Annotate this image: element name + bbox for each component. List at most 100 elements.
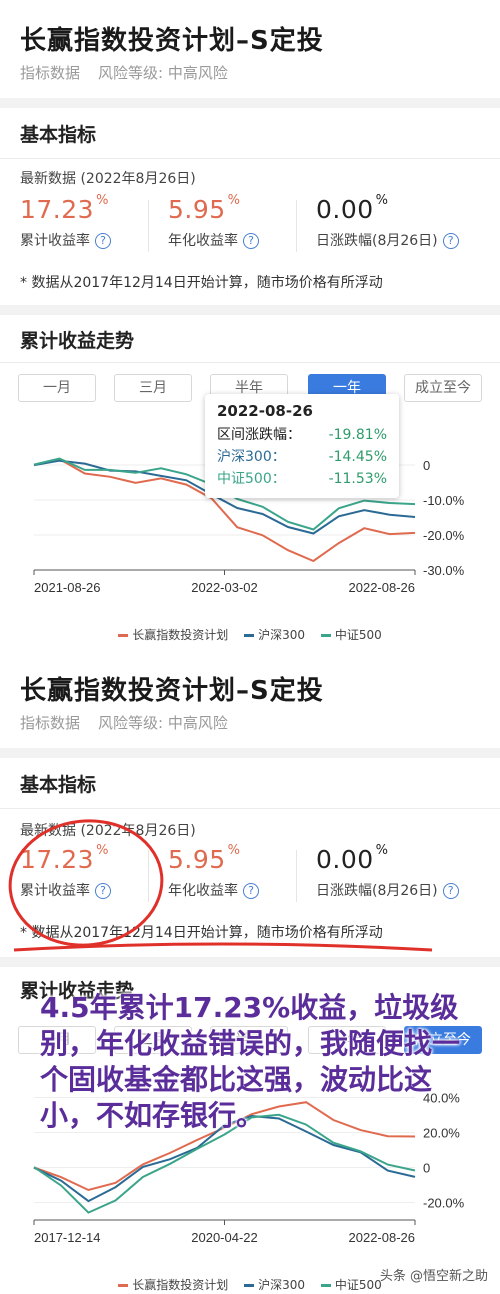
metric-annual: 5.95% 年化收益率?	[168, 193, 259, 250]
chart-legend: 长赢指数投资计划 沪深300 中证500	[0, 626, 500, 643]
x-tick-label: 2022-08-26	[349, 580, 416, 595]
x-tick-label: 2022-03-02	[191, 580, 258, 595]
cumulative-value: 17.23	[20, 845, 95, 874]
tab-since-inception[interactable]: 成立至今	[404, 374, 482, 402]
x-tick-label: 2021-08-26	[34, 580, 101, 595]
panel-bottom: 长赢指数投资计划–S定投 指标数据 风险等级: 中高风险 基本指标 最新数据 (2…	[0, 650, 500, 1294]
separator	[0, 98, 500, 108]
range-tabs: 一月 三月 半年 一年 成立至今	[18, 1026, 482, 1056]
tooltip-value: -11.53%	[328, 471, 387, 487]
cumulative-label: 累计收益率	[20, 233, 90, 249]
section-basic: 基本指标	[20, 124, 97, 146]
red-circle-mark	[8, 819, 164, 947]
tab-3m[interactable]: 三月	[114, 1026, 192, 1054]
y-tick-label: 0	[423, 458, 430, 473]
metric-divider	[296, 850, 297, 902]
tab-1y[interactable]: 一年	[308, 1026, 386, 1054]
help-icon[interactable]: ?	[243, 883, 259, 899]
metric-divider	[148, 200, 149, 252]
help-icon[interactable]: ?	[442, 233, 459, 249]
annual-label: 年化收益率	[168, 233, 238, 249]
section-trend: 累计收益走势	[20, 980, 135, 1002]
y-tick-label: -20.0%	[423, 528, 465, 543]
chart-tooltip: 2022-08-26 区间涨跌幅： -19.81% 沪深300： -14.45% 中…	[205, 394, 399, 498]
daily-value: 0.00	[316, 845, 374, 874]
divider	[0, 362, 500, 363]
separator	[0, 748, 500, 758]
annual-label: 年化收益率	[168, 883, 238, 899]
section-basic: 基本指标	[20, 774, 97, 796]
tab-6m[interactable]: 半年	[210, 1026, 288, 1054]
page-title: 长赢指数投资计划–S定投	[20, 676, 324, 706]
section-trend: 累计收益走势	[20, 330, 135, 352]
tooltip-label: 沪深300：	[217, 449, 286, 465]
latest-date: 最新数据 (2022年8月26日)	[20, 823, 196, 839]
legend-s2[interactable]: 沪深300	[244, 1278, 305, 1292]
tooltip-label: 中证500：	[217, 471, 286, 487]
annotation-marks	[8, 819, 433, 952]
sub-indicator: 指标数据	[20, 714, 81, 732]
separator	[0, 957, 500, 967]
daily-label: 日涨跌幅(8月26日)	[316, 233, 438, 249]
annual-value: 5.95	[168, 195, 226, 224]
page-title: 长赢指数投资计划–S定投	[20, 26, 324, 56]
x-tick-label: 2022-08-26	[349, 1230, 416, 1245]
metric-daily: 0.00% 日涨跌幅(8月26日)?	[316, 193, 459, 250]
y-tick-label: 20.0%	[423, 1126, 460, 1141]
tab-3m[interactable]: 三月	[114, 374, 192, 402]
metric-cumulative: 17.23% 累计收益率?	[20, 843, 111, 900]
separator	[0, 305, 500, 315]
metric-cumulative: 17.23% 累计收益率?	[20, 193, 111, 250]
y-tick-label: -10.0%	[423, 493, 465, 508]
y-tick-label: -30.0%	[423, 563, 465, 578]
metric-divider	[148, 850, 149, 902]
legend-s1[interactable]: 长赢指数投资计划	[118, 1278, 228, 1292]
help-icon[interactable]: ?	[95, 233, 111, 249]
panel-top: 长赢指数投资计划–S定投 指标数据 风险等级: 中高风险 基本指标 最新数据 (2…	[0, 26, 500, 643]
y-tick-label: 0	[423, 1161, 430, 1176]
x-tick-label: 2017-12-14	[34, 1230, 101, 1245]
chart-legend: 长赢指数投资计划 沪深300 中证500	[0, 1276, 500, 1293]
annual-value: 5.95	[168, 845, 226, 874]
metric-annual: 5.95% 年化收益率?	[168, 843, 259, 900]
overlay-comment: 4.5年累计17.23%收益，垃圾级别，年化收益错误的，我随便找一个固收基金都比…	[40, 991, 461, 1132]
help-icon[interactable]: ?	[243, 233, 259, 249]
watermark: 头条 @悟空新之助	[379, 1269, 488, 1284]
risk-level: 风险等级: 中高风险	[98, 714, 228, 732]
series-line	[33, 457, 416, 563]
legend-s2[interactable]: 沪深300	[244, 628, 305, 642]
cumulative-value: 17.23	[20, 195, 95, 224]
subtitle: 指标数据 风险等级: 中高风险	[20, 62, 246, 83]
daily-value: 0.00	[316, 195, 374, 224]
legend-s3[interactable]: 中证500	[320, 628, 382, 642]
latest-date: 最新数据 (2022年8月26日)	[20, 171, 196, 187]
daily-label: 日涨跌幅(8月26日)	[316, 883, 438, 899]
tab-1m[interactable]: 一月	[18, 1026, 96, 1054]
tooltip-label: 区间涨跌幅：	[217, 427, 301, 443]
tab-since-inception[interactable]: 成立至今	[404, 1026, 482, 1054]
red-underline-mark	[13, 942, 433, 952]
divider	[0, 808, 500, 809]
risk-level: 风险等级: 中高风险	[98, 64, 228, 82]
help-icon[interactable]: ?	[95, 883, 111, 899]
help-icon[interactable]: ?	[442, 883, 459, 899]
cumulative-label: 累计收益率	[20, 883, 90, 899]
subtitle: 指标数据 风险等级: 中高风险	[20, 712, 246, 733]
tooltip-date: 2022-08-26	[217, 402, 313, 420]
series-line	[33, 1113, 416, 1214]
tab-1m[interactable]: 一月	[18, 374, 96, 402]
y-tick-label: -20.0%	[423, 1196, 465, 1211]
data-note: * 数据从2017年12月14日开始计算，随市场价格有所浮动	[20, 925, 383, 941]
series-line	[33, 1101, 416, 1192]
divider	[0, 158, 500, 159]
tooltip-value: -19.81%	[328, 427, 387, 443]
trend-chart: 40.0% 20.0% 0 -20.0% 2017-12-14 2020-04-22 202…	[33, 1091, 465, 1245]
legend-s1[interactable]: 长赢指数投资计划	[118, 628, 228, 642]
tooltip-value: -14.45%	[328, 449, 387, 465]
legend-s3[interactable]: 中证500	[320, 1278, 382, 1292]
metric-divider	[296, 200, 297, 252]
series-line	[33, 459, 416, 535]
data-note: * 数据从2017年12月14日开始计算，随市场价格有所浮动	[20, 275, 383, 291]
y-tick-label: 40.0%	[423, 1091, 460, 1106]
series-line	[33, 1114, 416, 1203]
